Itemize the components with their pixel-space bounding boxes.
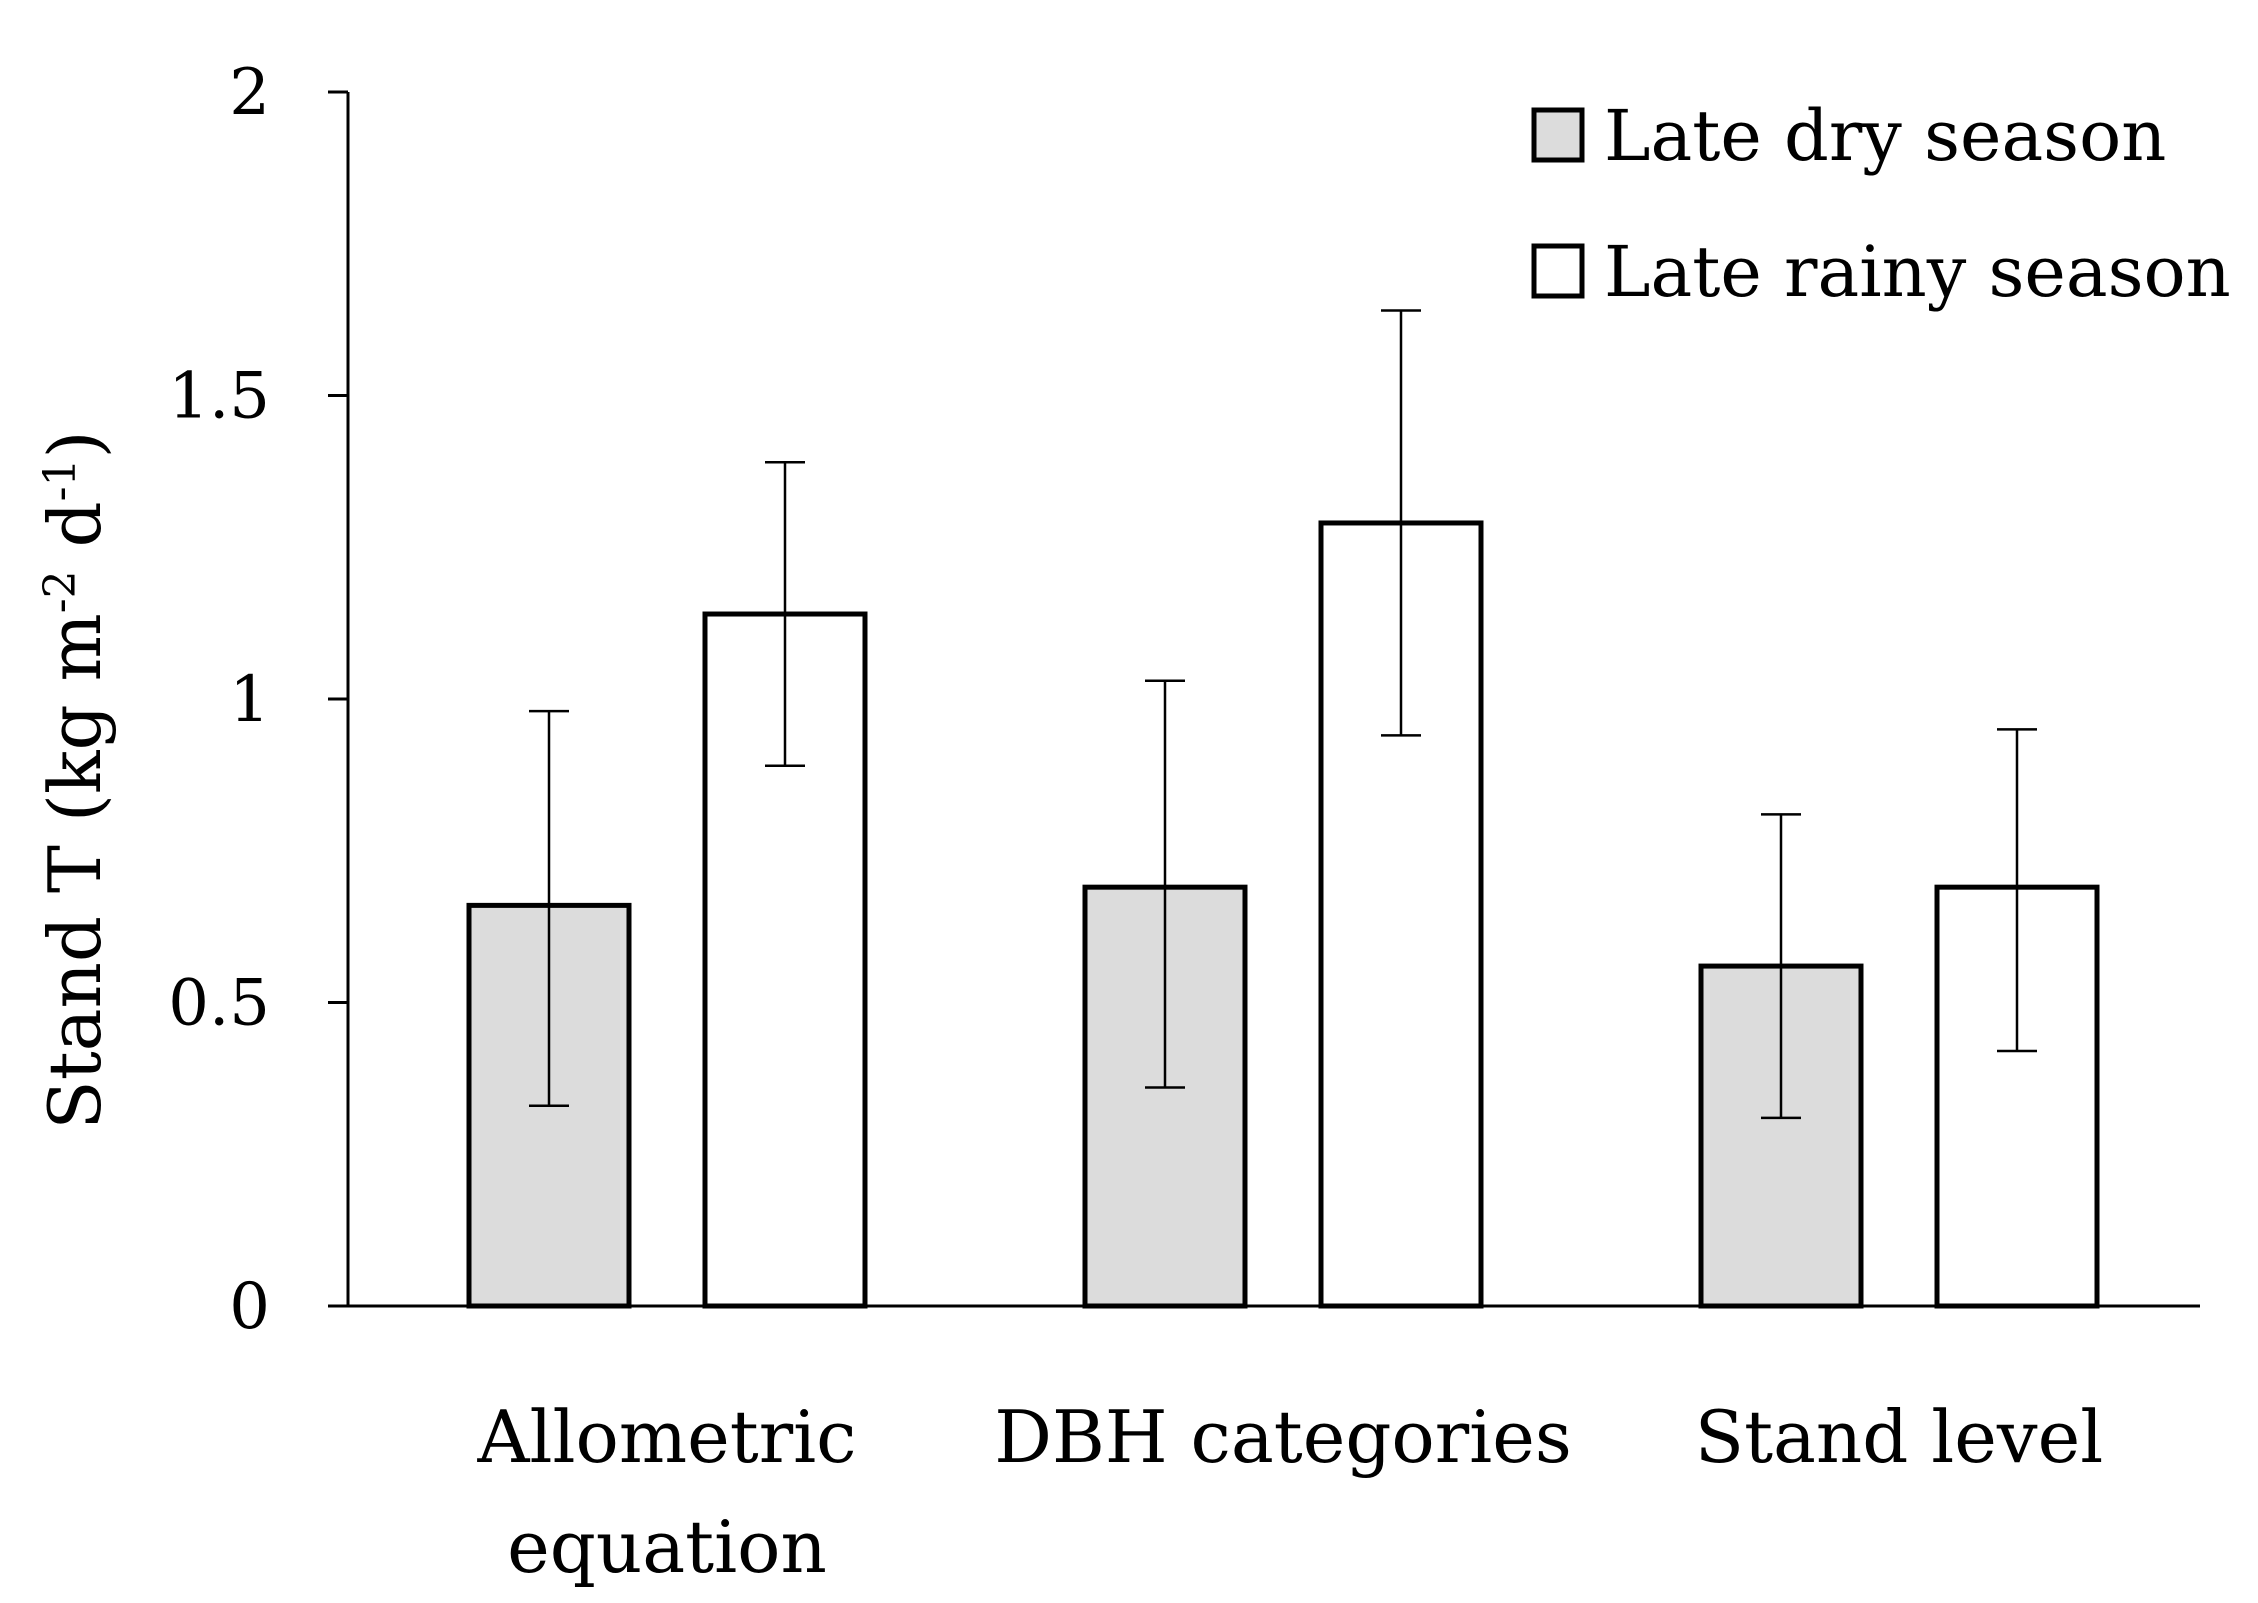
y-axis-title-superscript: -1 <box>35 458 86 501</box>
legend-swatch-late-dry <box>1531 107 1585 163</box>
y-tick-label: 1.5 <box>168 360 270 434</box>
y-axis-title-text: Stand T (kg m <box>33 613 117 1129</box>
x-category-label: DBH categories <box>994 1395 1572 1479</box>
legend: Late dry season Late rainy season <box>1531 95 2231 313</box>
legend-label-late-dry: Late dry season <box>1604 95 2166 177</box>
y-axis-title-text: d <box>33 501 117 570</box>
x-category-label: Allometric <box>477 1395 857 1479</box>
y-tick-label: 1 <box>229 663 270 737</box>
y-axis-title-text: ) <box>33 430 117 458</box>
error-bars <box>529 309 2037 1120</box>
y-tick-label: 0 <box>229 1270 270 1344</box>
y-axis-title: Stand T (kg m-2 d-1) <box>33 430 117 1129</box>
x-category-label: Stand level <box>1695 1395 2103 1479</box>
legend-label-late-rainy: Late rainy season <box>1604 231 2231 313</box>
y-tick-label: 2 <box>229 56 270 130</box>
y-tick-label: 0.5 <box>168 967 270 1041</box>
legend-swatch-late-rainy <box>1531 243 1585 299</box>
x-category-label: equation <box>507 1505 827 1589</box>
y-ticks: 0 0.5 1 1.5 2 <box>168 56 348 1344</box>
y-axis-title-superscript: -2 <box>35 570 86 613</box>
bars <box>466 520 2100 1309</box>
x-category-labels: Allometric equation DBH categories Stand le… <box>477 1395 2104 1589</box>
